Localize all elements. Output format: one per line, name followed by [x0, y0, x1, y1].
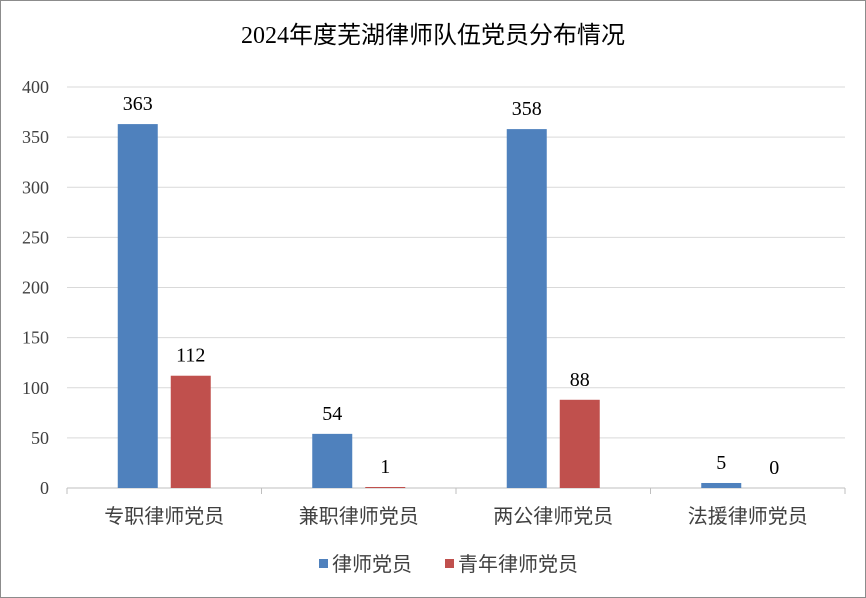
y-tick-label: 250 — [22, 227, 49, 247]
bar — [559, 399, 600, 488]
y-tick-label: 0 — [40, 478, 49, 498]
legend-label: 青年律师党员 — [458, 553, 578, 576]
data-label: 363 — [123, 93, 153, 115]
y-tick-label: 100 — [22, 378, 49, 398]
y-tick-label: 300 — [22, 177, 49, 197]
x-tick-label: 专职律师党员 — [104, 505, 224, 528]
bar — [701, 482, 742, 488]
x-tick-label: 两公律师党员 — [493, 505, 613, 528]
data-label: 358 — [512, 98, 542, 120]
legend-label: 律师党员 — [332, 553, 412, 576]
y-tick-label: 50 — [31, 428, 49, 448]
data-label: 112 — [176, 345, 205, 367]
x-tick-label: 兼职律师党员 — [299, 505, 419, 528]
chart-title: 2024年度芜湖律师队伍党员分布情况 — [241, 22, 625, 49]
bar — [312, 433, 353, 488]
bar — [365, 486, 406, 488]
y-tick-label: 350 — [22, 127, 49, 147]
data-labels: 363 112 54 1 358 88 5 0 — [123, 93, 780, 479]
legend: 律师党员 青年律师党员 — [319, 553, 578, 576]
data-label: 1 — [380, 456, 390, 478]
bar — [506, 129, 547, 489]
data-label: 88 — [570, 369, 590, 391]
data-label: 5 — [716, 452, 726, 474]
data-label: 0 — [769, 457, 779, 479]
x-tick-label: 法援律师党员 — [688, 505, 808, 528]
data-label: 54 — [322, 403, 342, 425]
legend-swatch — [319, 559, 328, 568]
bar — [170, 375, 211, 488]
legend-swatch — [445, 559, 454, 568]
y-tick-label: 400 — [22, 77, 49, 97]
y-tick-label: 150 — [22, 328, 49, 348]
bar — [117, 124, 158, 488]
bars — [117, 124, 742, 489]
y-tick-label: 200 — [22, 278, 49, 298]
